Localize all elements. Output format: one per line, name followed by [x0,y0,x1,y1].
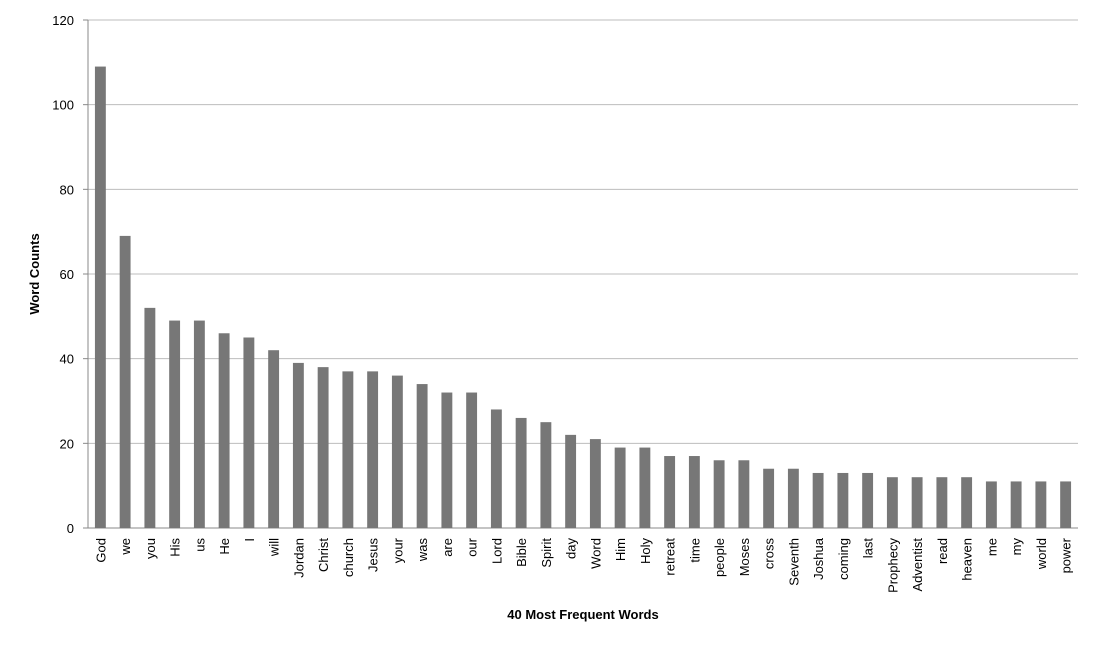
x-tick-label: world [1034,538,1049,570]
bar [837,472,849,528]
bar [936,477,948,528]
x-tick-label: our [465,537,480,556]
bar [1060,481,1072,528]
x-tick-label: are [440,538,455,557]
x-tick-label: Seventh [786,538,801,586]
bar [688,456,700,528]
bar [292,362,304,528]
bar [490,409,502,528]
bar [738,460,750,528]
bar [961,477,973,528]
bar [985,481,997,528]
y-tick-label: 80 [60,182,74,197]
x-tick-label: Christ [316,538,331,572]
bar [1010,481,1022,528]
bar [466,392,478,528]
bar [763,468,775,528]
bar [565,434,577,528]
x-tick-label: church [341,538,356,577]
bar [243,337,255,528]
x-tick-label: Him [613,538,628,561]
x-tick-label: time [687,538,702,563]
x-tick-label: Moses [737,538,752,577]
x-tick-label: people [712,538,727,577]
x-tick-label: was [415,538,430,563]
bar [193,320,205,528]
x-tick-label: He [217,538,232,555]
y-tick-label: 0 [67,521,74,536]
bar [589,439,601,528]
bar [787,468,799,528]
bar [664,456,676,528]
x-tick-label: read [935,538,950,564]
x-tick-label: Jesus [366,538,381,572]
x-tick-label: cross [762,538,777,570]
y-axis-title: Word Counts [27,233,42,314]
y-tick-label: 100 [52,98,74,113]
bar [391,375,403,528]
y-tick-label: 60 [60,267,74,282]
bar [119,235,131,528]
y-tick-label: 120 [52,13,74,28]
bar [886,477,898,528]
bar [342,371,354,528]
bar [169,320,181,528]
x-tick-label: heaven [960,538,975,581]
bar [416,384,428,528]
x-tick-label: Holy [638,538,653,565]
bar [1035,481,1047,528]
x-tick-label: your [390,537,405,563]
x-tick-label: us [192,538,207,552]
bar [540,422,552,528]
bar [94,66,106,529]
x-tick-label: Adventist [910,538,925,592]
y-tick-label: 40 [60,352,74,367]
bar [614,447,626,528]
x-tick-label: Lord [489,538,504,564]
x-tick-label: I [242,538,257,542]
x-tick-label: you [143,538,158,559]
bar [317,367,329,528]
x-tick-label: Joshua [811,537,826,580]
x-tick-label: last [861,538,876,559]
x-tick-label: power [1059,537,1074,573]
x-tick-label: me [984,538,999,556]
x-tick-label: God [93,538,108,563]
x-tick-label: retreat [663,538,678,576]
x-tick-label: my [1009,538,1024,556]
x-tick-label: His [168,538,183,557]
bar [862,472,874,528]
x-tick-label: will [267,538,282,557]
bar [639,447,651,528]
x-tick-label: Bible [514,538,529,567]
x-tick-label: coming [836,538,851,580]
x-tick-label: Word [588,538,603,569]
bar [144,307,156,528]
bar [713,460,725,528]
x-tick-label: Prophecy [885,538,900,593]
x-tick-label: day [564,538,579,559]
y-tick-label: 20 [60,436,74,451]
bar [268,350,280,528]
x-axis-title: 40 Most Frequent Words [507,607,658,622]
bar [367,371,379,528]
bar [911,477,923,528]
x-tick-label: Jordan [291,538,306,578]
bar [515,417,527,528]
bar [812,472,824,528]
bar [218,333,230,528]
x-tick-label: we [118,538,133,556]
bar [441,392,453,528]
x-tick-label: Spirit [539,538,554,568]
